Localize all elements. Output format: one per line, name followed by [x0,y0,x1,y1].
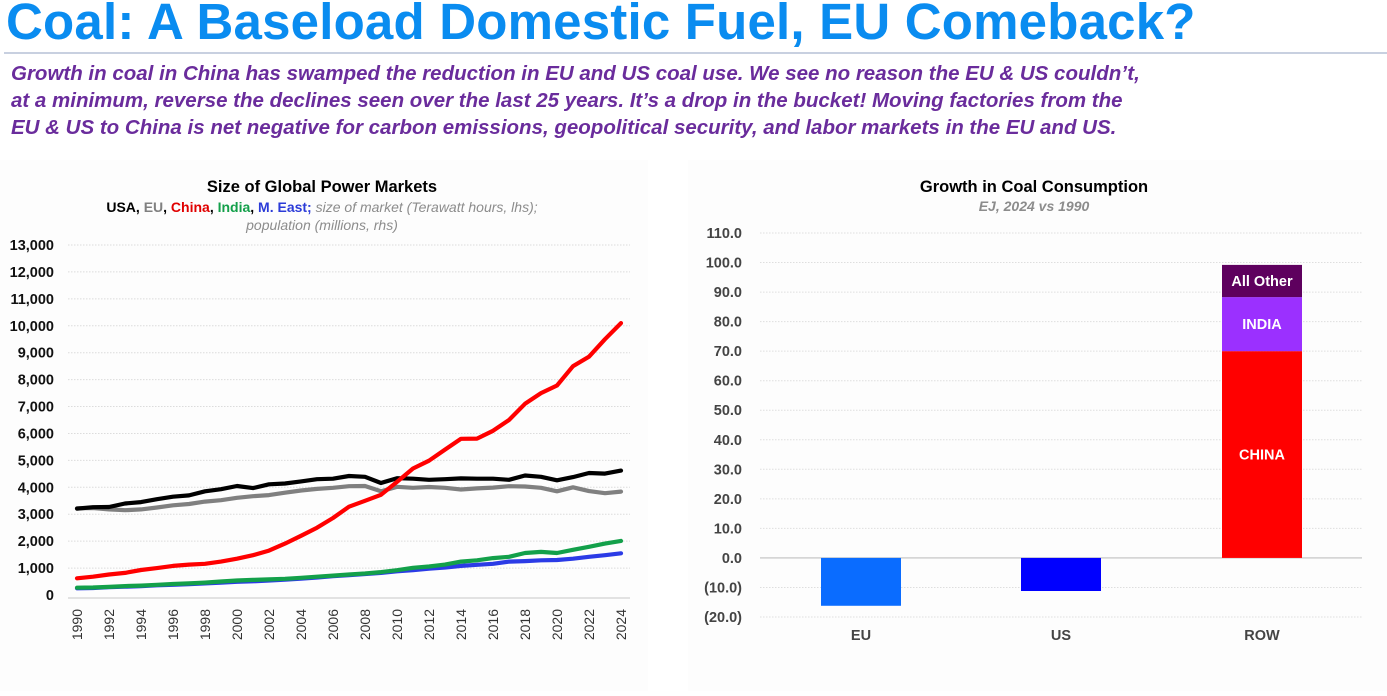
bar-segment-china [1222,351,1302,558]
subtitle-part: M. East; [258,199,312,215]
x-category-label: ROW [1244,628,1280,644]
series-lines [74,321,624,591]
y-tick-label: (10.0) [704,580,742,596]
gridlines [68,244,630,599]
subtitle-part: , [163,199,171,215]
bar-segment-label: CHINA [1239,448,1285,464]
chart-subtitle-line2: population (millions, rhs) [245,217,398,233]
page-title: Coal: A Baseload Domestic Fuel, EU Comeb… [6,0,1196,50]
x-category-label: US [1051,628,1071,644]
x-tick-label: 1996 [165,609,181,640]
x-tick-label: 2020 [549,609,565,640]
x-tick-label: 2008 [357,609,373,640]
bars: CHINA INDIA All Other [821,264,1302,606]
bar-segment-label: All Other [1231,274,1293,290]
y-tick-label: 5,000 [18,453,54,469]
bar-segment-all-other [1222,264,1302,298]
x-tick-label: 2006 [325,609,341,640]
title-divider [4,52,1387,54]
y-tick-label: 11,000 [10,292,54,308]
series-line-india [74,538,624,590]
x-tick-label: 2012 [421,609,437,640]
x-tick-label: 2024 [613,609,629,640]
subtitle-part: India [218,199,251,215]
x-tick-label: 2000 [229,609,245,640]
x-axis: EU US ROW [851,628,1280,644]
x-tick-label: 2010 [389,609,405,640]
x-tick-label: 2016 [485,609,501,640]
x-tick-label: 2002 [261,609,277,640]
x-axis: 1990 1992 1994 1996 1998 2000 2002 2004 2006 2008… [69,609,629,640]
y-tick-label: 50.0 [714,403,742,419]
y-tick-label: 6,000 [18,426,54,442]
y-tick-label: 20.0 [714,492,742,508]
y-tick-label: 30.0 [714,462,742,478]
y-tick-label: 80.0 [714,315,742,331]
series-line-eu [74,483,624,513]
subtitle-part: , [210,199,218,215]
y-tick-label: 0.0 [722,551,742,567]
y-axis: (20.0) (10.0) 0.0 10.0 20.0 30.0 40.0 50.0 60.0 7… [704,226,742,626]
y-tick-label: 4,000 [18,480,54,496]
coal-growth-bar-chart: Growth in Coal Consumption EJ, 2024 vs 1… [704,178,1362,644]
y-tick-label: (20.0) [704,610,742,626]
x-tick-label: 2022 [581,609,597,640]
y-tick-label: 90.0 [714,285,742,301]
subtitle-part: EU [144,199,163,215]
x-category-label: EU [851,628,871,644]
y-tick-label: 8,000 [18,373,54,389]
y-axis: 0 1,000 2,000 3,000 4,000 5,000 6,000 7,000 8,00… [10,238,54,604]
y-tick-label: 10.0 [714,521,742,537]
y-tick-label: 1,000 [18,561,54,577]
y-tick-label: 110.0 [707,226,743,242]
x-tick-label: 2004 [293,609,309,640]
y-tick-label: 100.0 [706,256,742,272]
subtitle-part: , [136,199,144,215]
x-tick-label: 1998 [197,609,213,640]
power-markets-chart-panel: Size of Global Power Markets USA, EU, Ch… [0,160,648,691]
y-tick-label: 13,000 [10,238,54,254]
y-tick-label: 7,000 [18,400,54,416]
bar-segment-india [1222,297,1302,352]
chart-subtitle: USA, EU, China, India, M. East; size of … [106,199,537,215]
subtitle-part: USA [106,199,136,215]
y-tick-label: 0 [46,588,54,604]
bar-segment-us [1021,557,1101,592]
x-tick-label: 1990 [69,609,85,640]
x-tick-label: 1992 [101,609,117,640]
y-tick-label: 3,000 [18,507,54,523]
subtitle-part: size of market (Terawatt hours, lhs); [312,199,538,215]
page-subtitle: Growth in coal in China has swamped the … [11,60,1381,141]
y-tick-label: 2,000 [18,534,54,550]
subtitle-line: EU & US to China is net negative for car… [11,116,1117,139]
y-tick-label: 40.0 [714,433,742,449]
subtitle-line: at a minimum, reverse the declines seen … [11,89,1123,112]
chart-title: Growth in Coal Consumption [920,178,1148,196]
power-markets-line-chart: Size of Global Power Markets USA, EU, Ch… [10,178,630,640]
series-line-usa [74,468,624,511]
chart-title: Size of Global Power Markets [207,178,437,196]
coal-growth-chart-panel: Growth in Coal Consumption EJ, 2024 vs 1… [688,160,1387,691]
y-tick-label: 70.0 [714,344,742,360]
bar-segment-label: INDIA [1242,317,1282,333]
y-tick-label: 60.0 [714,374,742,390]
subtitle-part: , [250,199,258,215]
subtitle-line: Growth in coal in China has swamped the … [11,62,1140,85]
y-tick-label: 10,000 [10,319,54,335]
bar-segment-eu [821,557,901,606]
x-tick-label: 2014 [453,609,469,640]
y-tick-label: 9,000 [18,346,54,362]
x-tick-label: 1994 [133,609,149,640]
series-line-china [74,321,624,581]
x-tick-label: 2018 [517,609,533,640]
chart-subtitle: EJ, 2024 vs 1990 [979,198,1090,214]
y-tick-label: 12,000 [10,265,54,281]
subtitle-part: China [171,199,210,215]
